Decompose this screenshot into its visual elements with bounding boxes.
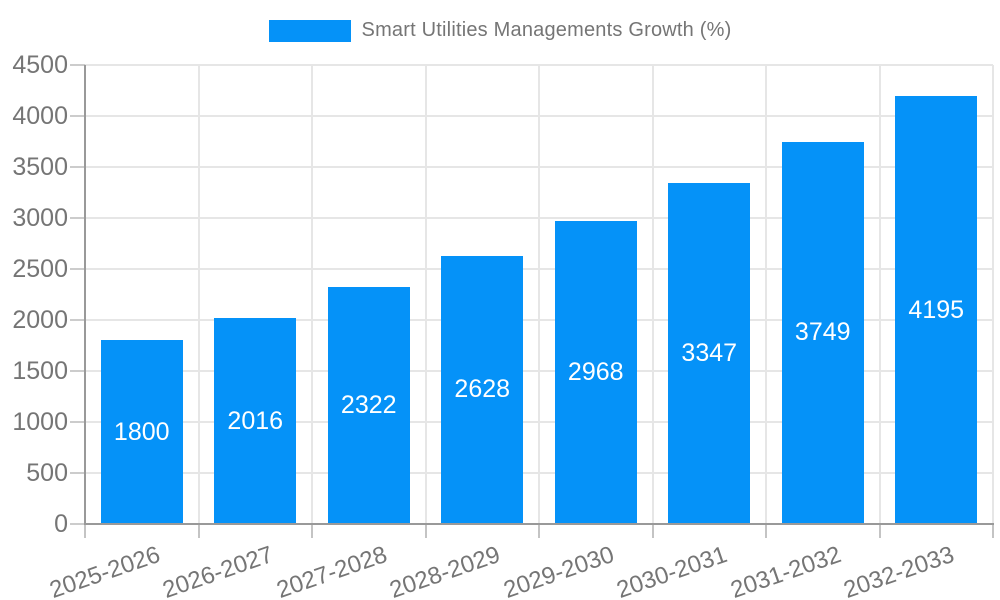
y-tick-mark: [70, 523, 85, 525]
x-tick-mark: [424, 525, 427, 538]
bar-value-label: 1800: [113, 417, 170, 446]
y-tick-mark: [70, 370, 85, 372]
x-axis-line: [84, 523, 994, 525]
x-tick-mark: [878, 525, 881, 538]
x-tick-mark: [311, 525, 313, 538]
x-tick-mark: [197, 525, 200, 538]
bar[interactable]: 3749: [781, 141, 864, 524]
y-tick-label: 2500: [12, 254, 68, 283]
y-tick-mark: [70, 421, 85, 423]
y-tick-label: 3000: [12, 203, 68, 232]
y-tick-label: 4000: [12, 101, 68, 130]
bar[interactable]: 1800: [100, 340, 183, 524]
x-gridline: [878, 65, 881, 524]
x-tick-label: 2025-2026: [46, 541, 164, 600]
x-tick-label: 2030-2031: [613, 541, 732, 600]
bar[interactable]: 2628: [441, 255, 524, 524]
y-tick-mark: [70, 268, 85, 270]
bar[interactable]: 2968: [554, 221, 637, 524]
y-tick-label: 0: [54, 509, 68, 538]
x-tick-mark: [538, 525, 540, 538]
bar[interactable]: 2016: [214, 318, 297, 524]
x-gridline: [992, 65, 994, 524]
y-tick-mark: [70, 472, 85, 474]
x-tick-mark: [992, 525, 994, 538]
y-tick-mark: [70, 64, 85, 66]
plot-area: 1800 2016 2322 2628 2968 3347 3749 4195: [85, 64, 994, 524]
x-tick-mark: [84, 525, 86, 538]
y-axis-line: [84, 65, 86, 525]
y-tick-label: 4500: [12, 50, 68, 79]
bar-value-label: 2322: [340, 391, 397, 420]
x-tick-label: 2029-2030: [500, 541, 618, 600]
x-tick-label: 2032-2033: [840, 541, 959, 600]
y-tick-label: 2000: [12, 305, 68, 334]
x-gridline: [311, 65, 313, 524]
y-tick-label: 1500: [12, 356, 68, 385]
x-tick-label: 2028-2029: [386, 541, 505, 600]
bar-value-label: 3749: [794, 318, 851, 347]
x-tick-mark: [765, 525, 767, 538]
x-gridline: [765, 65, 767, 524]
x-gridline: [424, 65, 427, 524]
bar[interactable]: 4195: [895, 96, 978, 524]
bar-value-label: 2016: [227, 406, 284, 435]
y-tick-mark: [70, 319, 85, 321]
y-tick-label: 500: [26, 458, 68, 487]
x-gridline: [651, 65, 654, 524]
bar-value-label: 2968: [567, 358, 624, 387]
legend: Smart Utilities Managements Growth (%): [0, 19, 1000, 42]
legend-swatch-icon: [268, 19, 351, 42]
y-tick-mark: [70, 217, 85, 219]
x-gridline: [538, 65, 540, 524]
bar-value-label: 3347: [681, 338, 738, 367]
bar[interactable]: 2322: [327, 287, 410, 524]
x-gridline: [197, 65, 200, 524]
legend-item[interactable]: Smart Utilities Managements Growth (%): [268, 19, 732, 42]
y-tick-label: 3500: [12, 152, 68, 181]
y-tick-label: 1000: [12, 407, 68, 436]
bar-value-label: 2628: [454, 375, 511, 404]
y-tick-mark: [70, 115, 85, 117]
x-tick-label: 2027-2028: [273, 541, 391, 600]
legend-label: Smart Utilities Managements Growth (%): [361, 19, 732, 41]
x-tick-mark: [651, 525, 654, 538]
bar[interactable]: 3347: [668, 182, 751, 524]
bar-value-label: 4195: [908, 295, 965, 324]
y-tick-mark: [70, 166, 85, 168]
x-tick-label: 2031-2032: [727, 541, 845, 600]
x-tick-label: 2026-2027: [159, 541, 278, 600]
